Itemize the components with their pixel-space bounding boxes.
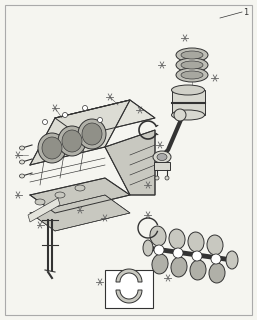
Ellipse shape [62, 130, 82, 152]
Circle shape [174, 109, 186, 121]
Ellipse shape [190, 260, 206, 280]
Polygon shape [172, 90, 205, 115]
Circle shape [155, 176, 159, 180]
Ellipse shape [209, 263, 225, 283]
Circle shape [42, 119, 48, 124]
Ellipse shape [181, 51, 203, 59]
Ellipse shape [171, 85, 205, 95]
Ellipse shape [20, 146, 24, 150]
Polygon shape [105, 130, 155, 195]
Ellipse shape [181, 61, 203, 69]
Bar [105, 270, 153, 308]
Ellipse shape [181, 71, 203, 79]
Ellipse shape [38, 133, 66, 163]
Ellipse shape [75, 185, 85, 191]
Circle shape [173, 248, 183, 258]
Ellipse shape [207, 235, 223, 255]
Ellipse shape [20, 174, 24, 178]
Polygon shape [30, 195, 130, 231]
Ellipse shape [55, 192, 65, 198]
Ellipse shape [171, 110, 205, 120]
Polygon shape [154, 162, 170, 170]
Circle shape [165, 176, 169, 180]
Ellipse shape [78, 119, 106, 149]
Ellipse shape [226, 251, 238, 269]
Ellipse shape [82, 123, 102, 145]
Circle shape [154, 245, 164, 255]
Ellipse shape [152, 254, 168, 274]
Circle shape [62, 113, 68, 117]
Ellipse shape [157, 154, 167, 161]
Ellipse shape [171, 257, 187, 277]
Ellipse shape [176, 58, 208, 72]
Circle shape [192, 251, 202, 261]
Ellipse shape [150, 226, 166, 246]
Circle shape [211, 254, 221, 264]
Text: 1: 1 [243, 7, 248, 17]
Polygon shape [55, 100, 155, 136]
Ellipse shape [20, 160, 24, 164]
Circle shape [97, 117, 103, 123]
Ellipse shape [153, 151, 171, 163]
Ellipse shape [143, 240, 153, 256]
Ellipse shape [35, 199, 45, 205]
Ellipse shape [42, 137, 62, 159]
Polygon shape [28, 198, 60, 222]
Polygon shape [30, 100, 130, 165]
Circle shape [82, 106, 87, 110]
Polygon shape [116, 290, 142, 303]
Ellipse shape [176, 68, 208, 82]
Ellipse shape [58, 126, 86, 156]
Ellipse shape [169, 229, 185, 249]
Ellipse shape [188, 232, 204, 252]
Ellipse shape [176, 48, 208, 62]
Polygon shape [30, 178, 130, 213]
Polygon shape [116, 269, 142, 282]
